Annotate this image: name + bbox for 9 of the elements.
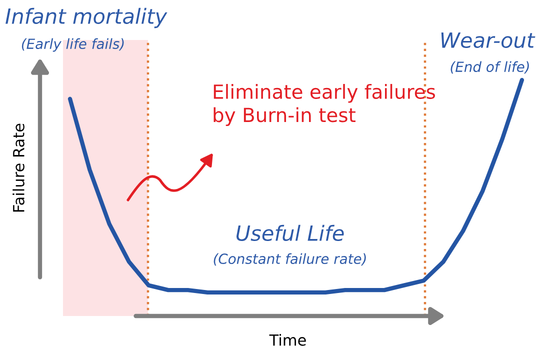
text: Infant mortality <box>6 8 168 28</box>
annotation: Eliminate early failures by Burn-in test <box>214 84 435 126</box>
text: Wear-out <box>441 32 536 48</box>
annotation: Useful Life <box>236 224 344 242</box>
x-axis-title: Time <box>269 334 306 346</box>
annotation: (Constant failure rate) <box>214 253 366 266</box>
y-axis-title: Failure Rate <box>12 124 24 212</box>
text: (End of life) <box>450 61 529 74</box>
text: (Early life fails) <box>22 38 124 52</box>
